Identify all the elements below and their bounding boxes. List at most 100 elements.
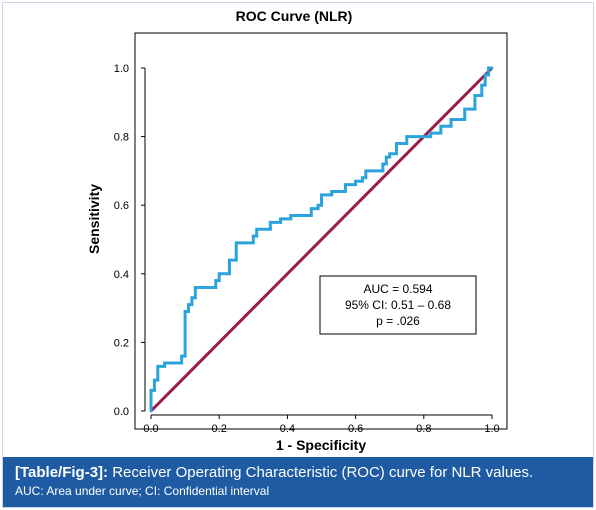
roc-point — [429, 135, 433, 139]
roc-point — [149, 409, 153, 413]
caption-note: AUC: Area under curve; CI: Confidential … — [15, 484, 270, 498]
roc-point — [388, 152, 392, 156]
roc-point — [251, 241, 255, 245]
roc-point — [480, 83, 484, 87]
roc-point — [183, 354, 187, 358]
roc-point — [234, 258, 238, 262]
y-axis-title: Sensitivity — [86, 184, 102, 254]
caption-tag: [Table/Fig-3]: — [15, 464, 109, 481]
roc-point — [268, 227, 272, 231]
roc-point — [183, 341, 187, 344]
roc-point — [490, 66, 494, 70]
roc-point — [449, 124, 453, 128]
roc-point — [483, 83, 487, 87]
roc-point — [320, 193, 323, 197]
x-tick-label: 0.2 — [212, 423, 227, 435]
roc-point — [343, 190, 347, 193]
plot-frame — [134, 32, 508, 430]
roc-point — [279, 220, 282, 224]
roc-point — [364, 176, 368, 180]
roc-point — [279, 217, 282, 221]
roc-point — [217, 279, 221, 283]
roc-point — [364, 169, 368, 173]
roc-point — [289, 214, 293, 217]
caption-text: Receiver Operating Characteristic (ROC) … — [108, 464, 534, 481]
y-tick-label: 0.4 — [114, 269, 129, 281]
roc-point — [480, 94, 484, 97]
ci-text: 95% CI: 0.51 – 0.68 — [345, 298, 451, 312]
roc-point — [153, 378, 156, 382]
roc-point — [343, 183, 347, 187]
roc-point — [228, 258, 231, 262]
roc-point — [183, 310, 187, 313]
x-axis-title: 1 - Specificity — [276, 437, 366, 453]
caption-title: [Table/Fig-3]: Receiver Operating Charac… — [15, 463, 583, 483]
roc-point — [193, 296, 197, 300]
roc-point — [354, 179, 357, 183]
roc-point — [354, 183, 357, 187]
roc-point — [289, 217, 293, 221]
chart-title: ROC Curve (NLR) — [236, 8, 353, 24]
roc-point — [316, 203, 320, 207]
y-tick-label: 0.6 — [114, 200, 129, 212]
roc-point — [330, 193, 334, 197]
roc-point — [381, 162, 385, 166]
roc-point — [214, 279, 218, 283]
roc-point — [156, 365, 160, 368]
roc-point — [187, 303, 190, 307]
roc-point — [190, 303, 194, 307]
roc-point — [316, 207, 320, 211]
x-tick-label: 1.0 — [484, 423, 499, 435]
roc-point — [217, 272, 221, 276]
roc-point — [405, 142, 409, 145]
roc-point — [190, 296, 194, 300]
y-axis-ticks: 0.0 0.2 0.4 0.6 0.8 1.0 — [114, 63, 145, 418]
roc-point — [483, 73, 487, 77]
roc-point — [214, 286, 218, 289]
y-tick-label: 1.0 — [114, 63, 129, 75]
roc-point — [381, 169, 385, 173]
roc-point — [384, 162, 388, 166]
roc-point — [463, 118, 467, 121]
x-axis-ticks: 0.0 0.2 0.4 0.6 0.8 1.0 — [143, 415, 500, 435]
roc-curve-points — [149, 66, 494, 413]
roc-point — [255, 234, 259, 238]
y-tick-label: 0.0 — [114, 406, 129, 418]
roc-point — [388, 155, 392, 159]
roc-point — [395, 142, 398, 145]
roc-point — [439, 124, 443, 128]
roc-point — [156, 378, 160, 382]
roc-point — [163, 361, 167, 365]
roc-point — [487, 73, 490, 77]
roc-point — [228, 272, 231, 276]
roc-point — [463, 107, 467, 111]
roc-point — [439, 131, 443, 135]
roc-point — [449, 118, 453, 121]
roc-point — [251, 234, 255, 238]
roc-point — [395, 152, 398, 156]
reference-line — [149, 66, 494, 413]
roc-point — [361, 176, 364, 180]
roc-point — [187, 310, 190, 313]
roc-point — [473, 107, 477, 111]
roc-point — [320, 203, 323, 207]
roc-point — [473, 94, 477, 97]
x-tick-label: 0.8 — [416, 423, 431, 435]
x-tick-label: 0.0 — [143, 423, 158, 435]
x-tick-label: 0.6 — [348, 423, 363, 435]
roc-point — [163, 365, 167, 368]
roc-point — [361, 179, 364, 183]
y-tick-label: 0.2 — [114, 337, 129, 349]
figure-caption: [Table/Fig-3]: Receiver Operating Charac… — [3, 457, 593, 507]
p-value-text: p = .026 — [376, 314, 420, 328]
roc-point — [255, 227, 259, 231]
statistics-box: AUC = 0.594 95% CI: 0.51 – 0.68 p = .026 — [319, 275, 477, 335]
roc-point — [234, 241, 238, 245]
roc-point — [309, 214, 313, 217]
roc-point — [153, 389, 156, 392]
y-tick-label: 0.8 — [114, 132, 129, 144]
roc-point — [268, 220, 272, 224]
roc-point — [384, 155, 388, 159]
x-tick-label: 0.4 — [280, 423, 295, 435]
roc-point — [309, 207, 313, 211]
